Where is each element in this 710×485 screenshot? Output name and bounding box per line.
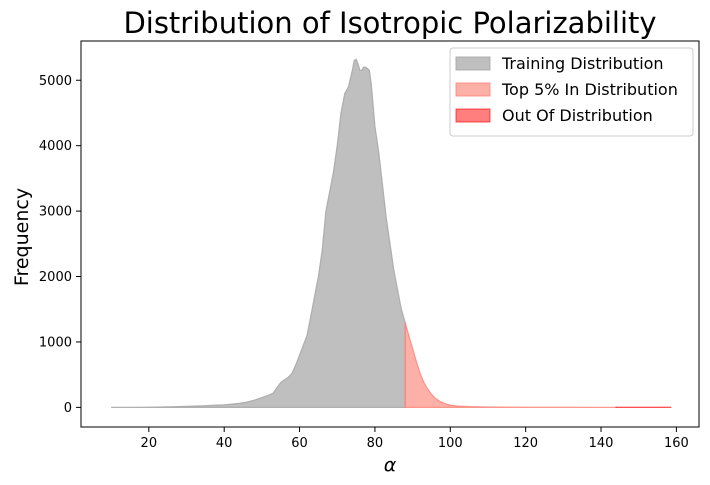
legend: Training Distribution Top 5% In Distribut… — [449, 47, 694, 137]
x-tick-label: 120 — [513, 436, 538, 451]
area-series-0 — [111, 58, 406, 408]
legend-label: Out Of Distribution — [502, 106, 653, 125]
y-tick-label: 1000 — [39, 335, 72, 350]
x-tick-label: 60 — [291, 436, 308, 451]
area-series-1 — [404, 322, 617, 408]
plot-frame — [80, 40, 700, 428]
legend-swatch — [455, 108, 491, 123]
x-tick-label: 100 — [438, 436, 463, 451]
plot-area: 20 40 60 80 100 120 140 160 0 1000 2000 3000 4000 500… — [39, 40, 700, 451]
y-tick-label: 3000 — [39, 205, 72, 220]
legend-box — [449, 47, 694, 137]
y-tick-label: 5000 — [39, 74, 72, 89]
x-tick-label: 80 — [367, 436, 384, 451]
x-tick-label: 20 — [141, 436, 158, 451]
chart-title: Distribution of Isotropic Polarizability — [123, 6, 656, 40]
legend-swatch — [455, 82, 491, 97]
legend-label: Top 5% In Distribution — [501, 80, 678, 99]
legend-label: Training Distribution — [501, 54, 664, 73]
y-tick-label: 4000 — [39, 139, 72, 154]
y-axis-label: Frequency — [11, 188, 33, 286]
x-tick-label: 140 — [589, 436, 614, 451]
x-tick-label: 40 — [216, 436, 233, 451]
y-tick-label: 0 — [64, 401, 72, 416]
x-axis-label: α — [384, 454, 397, 476]
y-tick-label: 2000 — [39, 270, 72, 285]
legend-swatch — [455, 56, 491, 71]
x-tick-label: 160 — [664, 436, 689, 451]
